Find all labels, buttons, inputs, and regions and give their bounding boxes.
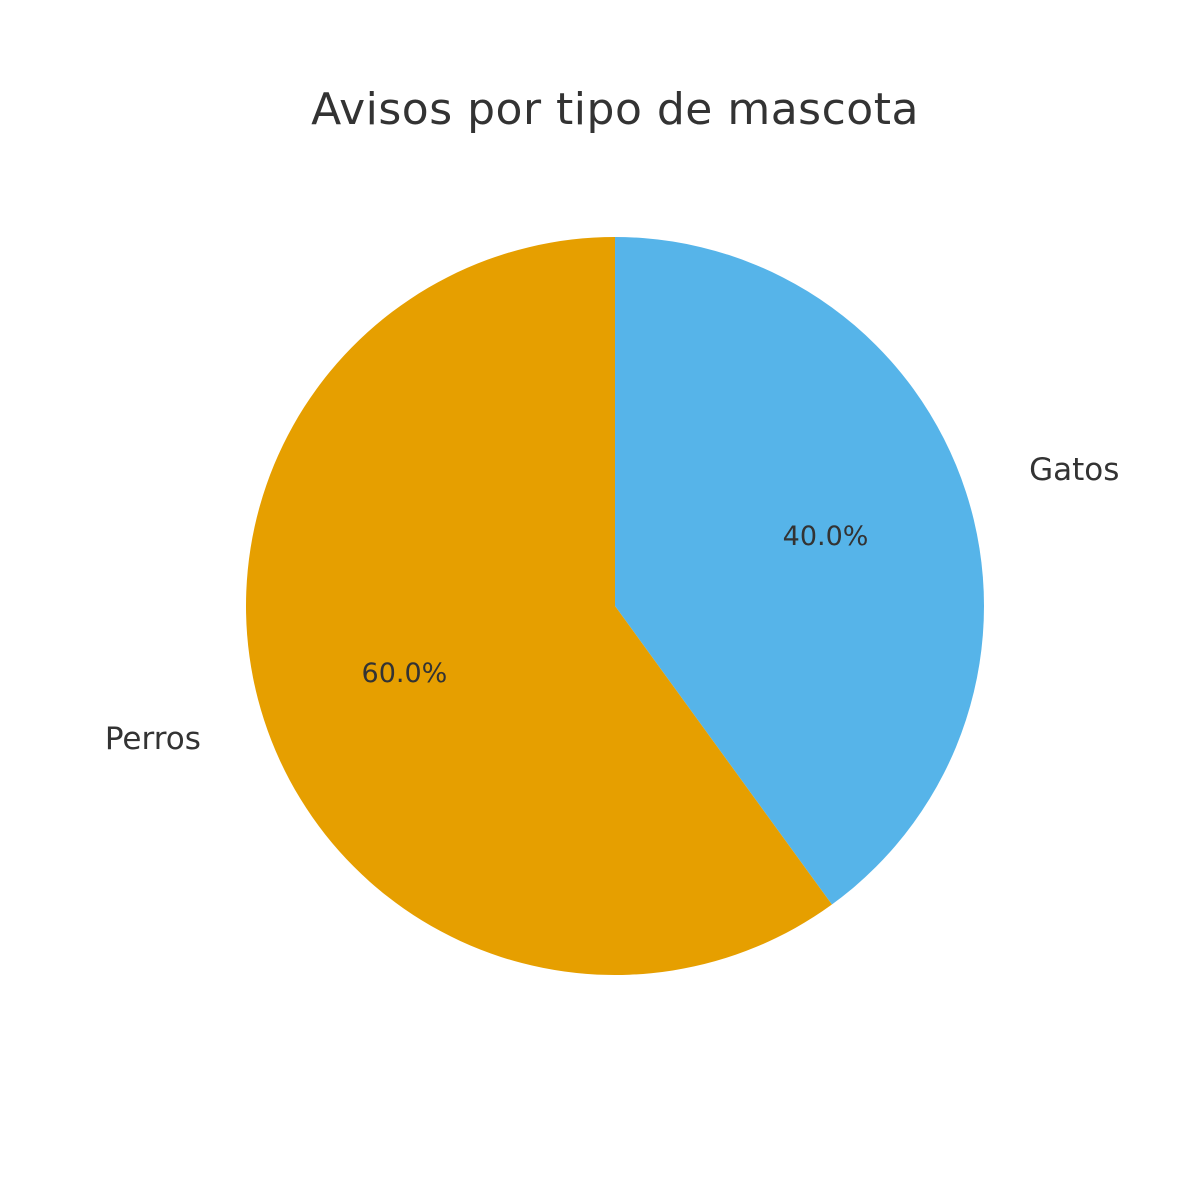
pie-slice-perros xyxy=(246,237,832,975)
chart-title: Avisos por tipo de mascota xyxy=(311,84,919,135)
pie-slice-gatos xyxy=(615,237,985,905)
slice-label-gatos: Gatos xyxy=(1029,452,1119,488)
percent-label-perros: 60.0% xyxy=(362,658,448,689)
slice-label-perros: Perros xyxy=(105,721,201,757)
pie-slices xyxy=(246,237,985,975)
percent-label-gatos: 40.0% xyxy=(783,521,869,552)
pie-labels: Gatos 40.0% Perros 60.0% xyxy=(105,452,1120,757)
